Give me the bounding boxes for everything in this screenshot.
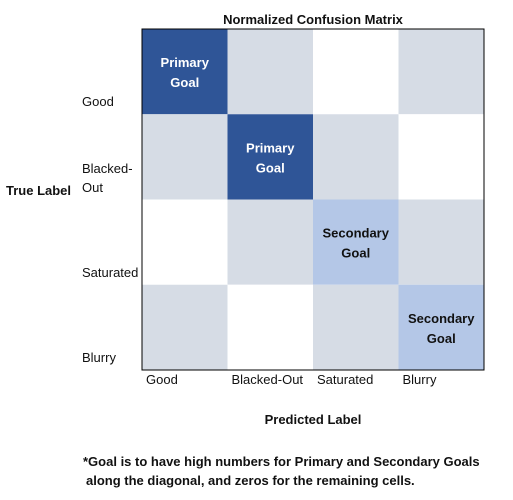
x-axis-label: Predicted Label (264, 412, 362, 427)
matrix-cell-1-1 (227, 114, 313, 200)
cell-label-3-3-1: Goal (427, 331, 456, 346)
matrix-cell-2-2 (313, 199, 399, 285)
cell-label-0-0-1: Goal (170, 75, 199, 90)
cell-label-3-3-0: Secondary (408, 311, 475, 326)
matrix-cell-1-3 (398, 114, 484, 200)
x-tick-label: Blacked-Out (231, 372, 304, 387)
matrix-cell-1-0 (142, 114, 228, 200)
y-tick-label: Saturated (82, 263, 138, 282)
matrix-cell-3-0 (142, 284, 228, 370)
y-tick-label: Blurry (82, 348, 116, 367)
y-tick-label: Good (82, 92, 114, 111)
matrix-cell-2-1 (227, 199, 313, 285)
matrix-cell-2-3 (398, 199, 484, 285)
cell-label-2-2-0: Secondary (323, 226, 390, 241)
matrix-cell-0-3 (398, 29, 484, 115)
cell-label-1-1-0: Primary (246, 140, 295, 155)
y-tick-label-line: Saturated (82, 264, 139, 280)
matrix-cell-3-1 (227, 284, 313, 370)
y-tick-label-line: Blacked- (82, 160, 133, 176)
cell-label-2-2-1: Goal (341, 246, 370, 261)
footnote-line-1: *Goal is to have high numbers for Primar… (83, 454, 480, 469)
matrix-cell-0-1 (227, 29, 313, 115)
x-tick-label: Good (146, 372, 178, 387)
cell-label-1-1-1: Goal (256, 160, 285, 175)
chart-title: Normalized Confusion Matrix (223, 12, 403, 27)
y-tick-label: Blacked- Out (82, 159, 133, 197)
cell-label-0-0-0: Primary (161, 55, 210, 70)
x-tick-label: Saturated (317, 372, 374, 387)
matrix-cell-3-2 (313, 284, 399, 370)
matrix-border (141, 28, 485, 371)
matrix-cell-0-2 (313, 29, 399, 115)
y-tick-label-line: Blurry (82, 350, 116, 365)
y-tick-label-line: Out (82, 179, 103, 195)
footnote-line-2: along the diagonal, and zeros for the re… (86, 473, 415, 488)
footnote: *Goal is to have high numbers for Primar… (83, 452, 508, 490)
matrix-cell-1-2 (313, 114, 399, 200)
x-tick-label: Blurry (402, 372, 437, 387)
matrix-cell-2-0 (142, 199, 228, 285)
y-axis-label: True Label (6, 183, 72, 198)
matrix-cell-3-3 (398, 284, 484, 370)
matrix-cell-0-0 (142, 29, 228, 115)
y-tick-label-line: Good (82, 94, 114, 110)
